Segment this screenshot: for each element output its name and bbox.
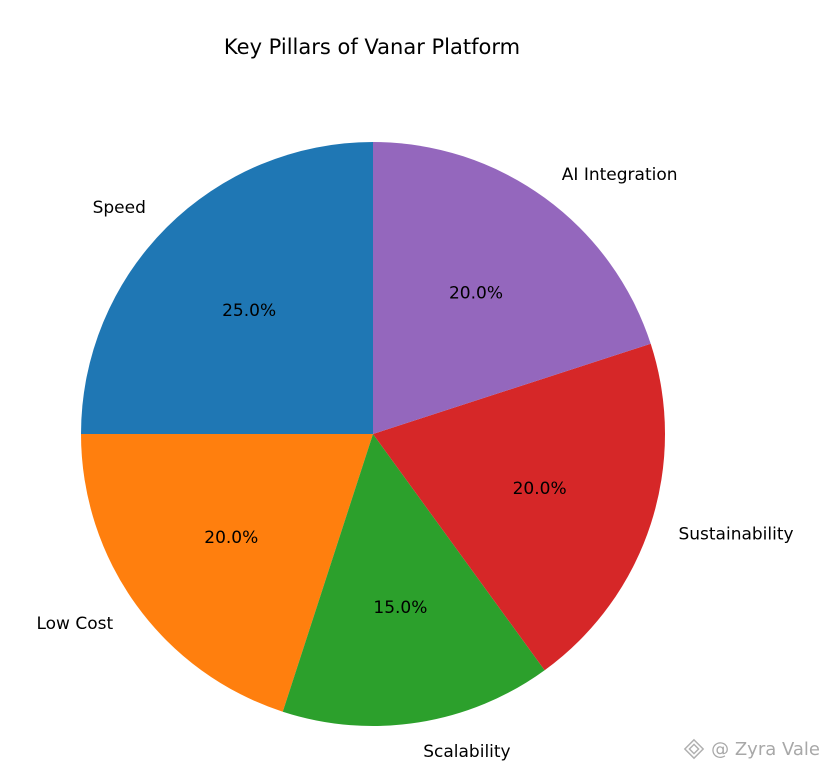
percent-label-sustainability: 20.0% (513, 479, 567, 499)
slice-label-low-cost: Low Cost (36, 614, 113, 634)
pie-slice-scalability (282, 434, 545, 726)
pie-slice-sustainability (373, 343, 665, 671)
watermark: @ Zyra Vale (683, 738, 820, 760)
percent-label-scalability: 15.0% (373, 598, 427, 618)
pie-slice-low-cost (81, 434, 373, 712)
percent-label-ai-integration: 20.0% (449, 283, 503, 303)
pie-labels: Speed 25.0% Low Cost 20.0% Scalability 15.0% S… (36, 165, 793, 762)
watermark-text: @ Zyra Vale (711, 738, 820, 760)
diamond-logo-icon (683, 738, 705, 760)
pie-slices (81, 142, 665, 726)
percent-label-speed: 25.0% (222, 301, 276, 321)
chart-title: Key Pillars of Vanar Platform (224, 35, 520, 59)
pie-slice-ai-integration (373, 142, 651, 434)
slice-label-ai-integration: AI Integration (562, 165, 678, 185)
pie-slice-speed (81, 142, 373, 434)
slice-label-sustainability: Sustainability (678, 524, 793, 544)
slice-label-speed: Speed (93, 198, 146, 218)
percent-label-low-cost: 20.0% (204, 528, 258, 548)
slice-label-scalability: Scalability (423, 742, 510, 762)
